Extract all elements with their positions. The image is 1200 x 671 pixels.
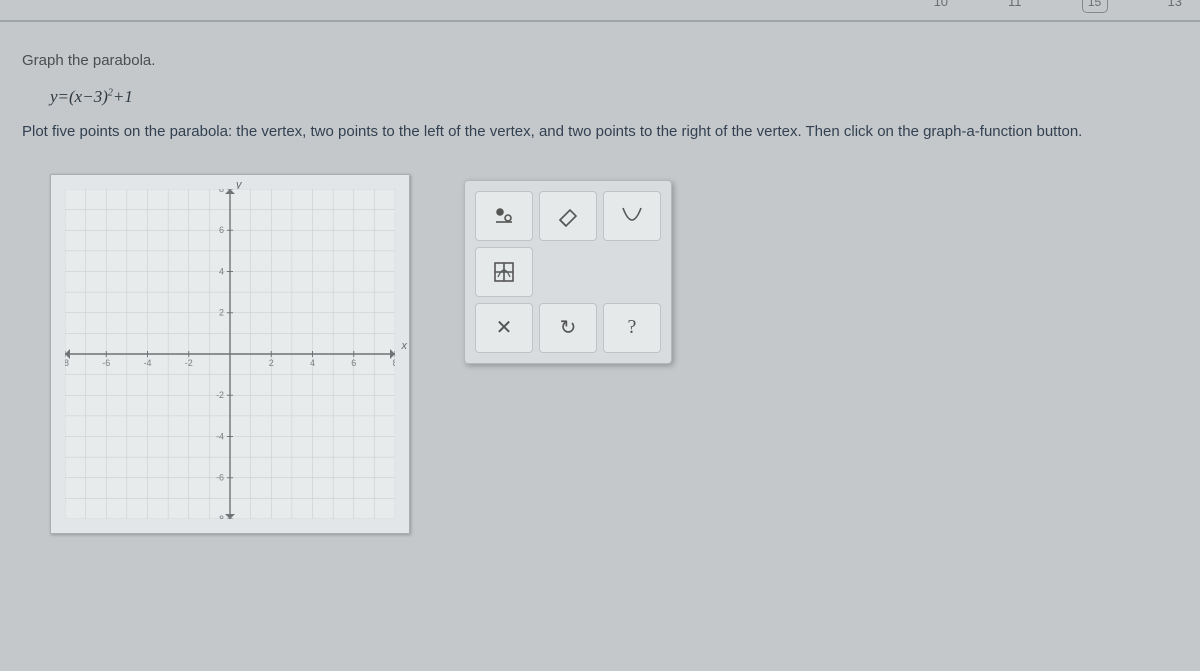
svg-text:-6: -6	[102, 357, 110, 367]
graph-canvas[interactable]: y x -8-8-6-6-4-4-2-222446688	[50, 174, 410, 534]
question-nav-bar: 10 11 15 13	[0, 0, 1200, 22]
question-prompt: Graph the parabola.	[22, 52, 1178, 69]
tool-panel: ✕↻?	[464, 180, 672, 364]
svg-text:8: 8	[393, 357, 395, 367]
point-tool-icon[interactable]	[475, 191, 533, 241]
svg-text:2: 2	[219, 307, 224, 317]
svg-text:8: 8	[219, 189, 224, 194]
svg-text:4: 4	[219, 266, 224, 276]
nav-num[interactable]: 10	[934, 0, 948, 9]
svg-text:-6: -6	[216, 472, 224, 482]
x-axis-label: x	[402, 340, 408, 352]
svg-text:-4: -4	[144, 357, 152, 367]
svg-text:-8: -8	[216, 513, 224, 518]
graph-function-icon[interactable]	[475, 247, 533, 297]
plot-area[interactable]: -8 -8 -6 -6 -4 -4 -2 -2 2 2 4 4 6 6 8 8	[65, 189, 395, 519]
svg-text:2: 2	[269, 357, 274, 367]
eraser-tool-icon[interactable]	[539, 191, 597, 241]
equation-tail: +1	[113, 87, 133, 106]
nav-num[interactable]: 13	[1168, 0, 1182, 9]
svg-text:-4: -4	[216, 431, 224, 441]
svg-text:-2: -2	[216, 390, 224, 400]
question-instruction: Plot five points on the parabola: the ve…	[22, 121, 1178, 144]
clear-button[interactable]: ✕	[475, 303, 533, 353]
help-button[interactable]: ?	[603, 303, 661, 353]
svg-text:-2: -2	[185, 357, 193, 367]
undo-button[interactable]: ↻	[539, 303, 597, 353]
question-panel: Graph the parabola. y=(x−3)2+1 Plot five…	[0, 22, 1200, 544]
equation-base: y=(x−3)	[50, 87, 108, 106]
svg-text:4: 4	[310, 357, 315, 367]
parabola-tool-icon[interactable]	[603, 191, 661, 241]
equation: y=(x−3)2+1	[50, 87, 1178, 107]
nav-num[interactable]: 11	[1008, 0, 1022, 9]
svg-text:6: 6	[351, 357, 356, 367]
svg-text:-8: -8	[65, 357, 69, 367]
svg-text:6: 6	[219, 225, 224, 235]
grid-svg: -8 -8 -6 -6 -4 -4 -2 -2 2 2 4 4 6 6 8 8	[65, 189, 395, 519]
nav-badge[interactable]: 15	[1082, 0, 1108, 13]
